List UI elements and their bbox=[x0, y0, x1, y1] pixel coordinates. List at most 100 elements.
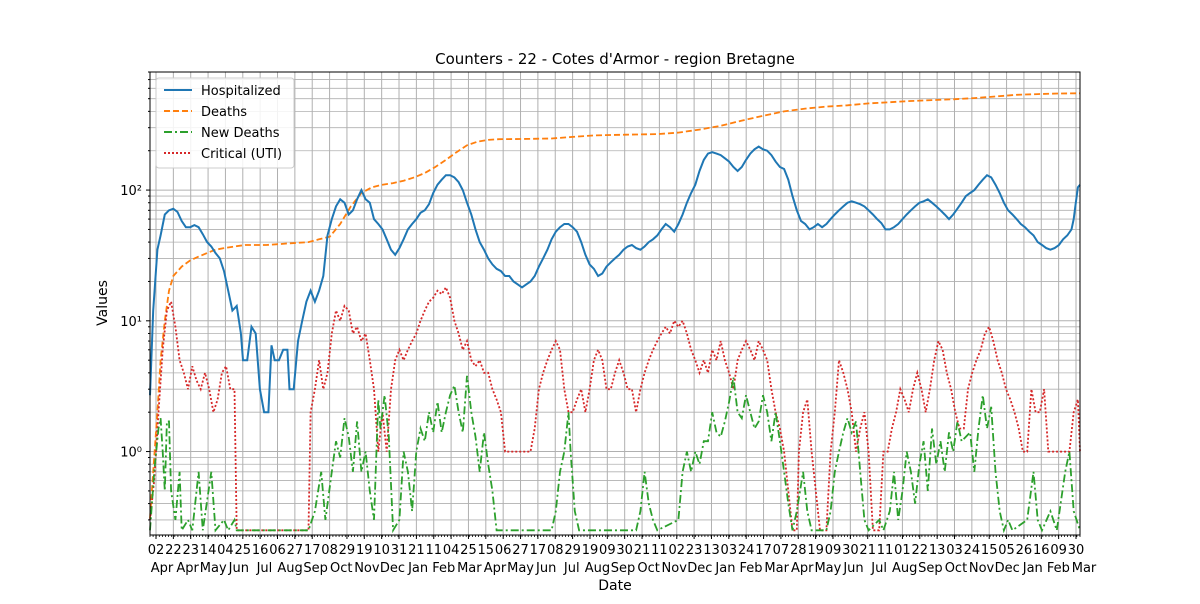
x-tick-month-label: Dec bbox=[995, 561, 1020, 576]
x-tick-month-label: Mar bbox=[1072, 561, 1097, 576]
legend: Hospitalized Deaths New Deaths Critical (UT… bbox=[155, 77, 295, 169]
x-tick-month-label: Dec bbox=[687, 561, 712, 576]
x-tick-month-label: Mar bbox=[457, 561, 482, 576]
x-tick-day-label: 02 bbox=[148, 543, 165, 558]
x-tick-month-label: Feb bbox=[1047, 561, 1070, 576]
x-tick-day-label: 23 bbox=[182, 543, 199, 558]
x-tick-day-label: 22 bbox=[912, 543, 929, 558]
plot-area bbox=[149, 92, 1081, 534]
x-tick-month-label: Jun bbox=[535, 561, 556, 576]
x-tick-day-label: 28 bbox=[790, 543, 807, 558]
legend-label: New Deaths bbox=[201, 126, 280, 141]
x-tick-day-label: 23 bbox=[686, 543, 703, 558]
x-tick-day-label: 25 bbox=[235, 543, 252, 558]
y-axis: 10⁰ 10¹ 10² bbox=[120, 71, 150, 521]
x-tick-day-label: 17 bbox=[755, 543, 772, 558]
x-tick-month-label: Feb bbox=[740, 561, 763, 576]
x-tick-month-label: Nov bbox=[354, 561, 380, 576]
x-tick-day-label: 08 bbox=[547, 543, 564, 558]
x-tick-day-label: 15 bbox=[478, 543, 495, 558]
x-tick-day-label: 19 bbox=[356, 543, 373, 558]
x-tick-day-label: 25 bbox=[460, 543, 477, 558]
x-tick-day-label: 09 bbox=[1050, 543, 1067, 558]
x-tick-month-label: Apr bbox=[791, 561, 814, 576]
x-tick-day-label: 02 bbox=[668, 543, 685, 558]
x-tick-day-label: 30 bbox=[616, 543, 633, 558]
x-tick-day-label: 06 bbox=[269, 543, 286, 558]
x-tick-day-label: 21 bbox=[408, 543, 425, 558]
x-tick-day-label: 19 bbox=[582, 543, 599, 558]
x-tick-month-label: Apr bbox=[176, 561, 199, 576]
legend-label: Critical (UTI) bbox=[201, 147, 282, 162]
x-tick-month-label: Aug bbox=[277, 561, 302, 576]
x-tick-day-label: 14 bbox=[200, 543, 217, 558]
x-tick-month-label: Sep bbox=[611, 561, 636, 576]
x-tick-day-label: 03 bbox=[946, 543, 963, 558]
x-tick-month-label: Apr bbox=[151, 561, 174, 576]
x-tick-day-label: 04 bbox=[443, 543, 460, 558]
legend-box bbox=[155, 77, 295, 169]
x-tick-day-label: 26 bbox=[1016, 543, 1033, 558]
x-tick-month-label: Jan bbox=[714, 561, 735, 576]
chart-title: Counters - 22 - Cotes d'Armor - region B… bbox=[435, 50, 795, 68]
x-tick-month-label: Jul bbox=[563, 561, 580, 576]
x-tick-day-label: 24 bbox=[964, 543, 981, 558]
x-tick-month-label: Feb bbox=[432, 561, 455, 576]
y-tick-label: 10² bbox=[120, 184, 142, 199]
x-tick-day-label: 21 bbox=[634, 543, 651, 558]
series-line-deaths bbox=[149, 92, 1081, 519]
x-tick-month-label: Aug bbox=[585, 561, 610, 576]
x-tick-day-label: 11 bbox=[877, 543, 894, 558]
grid bbox=[150, 71, 1080, 535]
x-tick-day-label: 04 bbox=[217, 543, 234, 558]
x-tick-month-label: Apr bbox=[484, 561, 507, 576]
x-tick-day-label: 03 bbox=[721, 543, 738, 558]
x-tick-day-label: 30 bbox=[842, 543, 859, 558]
x-tick-day-label: 27 bbox=[512, 543, 529, 558]
x-tick-month-label: Sep bbox=[918, 561, 943, 576]
x-tick-day-label: 09 bbox=[599, 543, 616, 558]
x-tick-day-label: 08 bbox=[321, 543, 338, 558]
x-tick-month-label: Jun bbox=[228, 561, 249, 576]
x-tick-month-label: Oct bbox=[330, 561, 352, 576]
x-tick-day-label: 10 bbox=[373, 543, 390, 558]
x-tick-day-label: 17 bbox=[304, 543, 321, 558]
x-tick-day-label: 19 bbox=[807, 543, 824, 558]
x-tick-month-label: Mar bbox=[764, 561, 789, 576]
x-tick-day-label: 09 bbox=[825, 543, 842, 558]
x-tick-month-label: Jun bbox=[842, 561, 863, 576]
series-line-new-deaths bbox=[149, 375, 1081, 534]
x-tick-month-label: Jul bbox=[870, 561, 887, 576]
x-tick-day-label: 13 bbox=[703, 543, 720, 558]
x-tick-day-label: 16 bbox=[252, 543, 269, 558]
x-tick-month-label: Oct bbox=[637, 561, 659, 576]
x-tick-day-label: 15 bbox=[981, 543, 998, 558]
x-tick-day-label: 16 bbox=[1033, 543, 1050, 558]
legend-label: Hospitalized bbox=[201, 84, 281, 99]
legend-label: Deaths bbox=[201, 105, 247, 120]
x-tick-day-label: 07 bbox=[773, 543, 790, 558]
x-tick-day-label: 13 bbox=[929, 543, 946, 558]
series-line-hospitalized bbox=[149, 145, 1081, 414]
x-tick-day-label: 24 bbox=[738, 543, 755, 558]
x-tick-day-label: 21 bbox=[859, 543, 876, 558]
x-tick-day-label: 11 bbox=[651, 543, 668, 558]
y-tick-label: 10¹ bbox=[120, 315, 142, 330]
x-tick-day-label: 29 bbox=[564, 543, 581, 558]
x-tick-month-label: Oct bbox=[945, 561, 967, 576]
x-axis: 02 22 23 14 04 25 16 06 27 17 08 29 19 10 31 21 11 04 25 15… bbox=[148, 535, 1097, 576]
series-line-critical-uti bbox=[149, 285, 1081, 532]
x-tick-month-label: May bbox=[814, 561, 841, 576]
x-tick-day-label: 01 bbox=[894, 543, 911, 558]
x-axis-label: Date bbox=[598, 578, 631, 594]
x-tick-month-label: Nov bbox=[969, 561, 995, 576]
y-axis-label: Values bbox=[95, 280, 111, 326]
x-tick-day-label: 06 bbox=[495, 543, 512, 558]
x-tick-day-label: 29 bbox=[339, 543, 356, 558]
x-tick-day-label: 11 bbox=[425, 543, 442, 558]
x-tick-month-label: Jan bbox=[1022, 561, 1043, 576]
y-tick-label: 10⁰ bbox=[120, 446, 142, 461]
x-tick-month-label: Aug bbox=[892, 561, 917, 576]
x-tick-day-label: 31 bbox=[391, 543, 408, 558]
